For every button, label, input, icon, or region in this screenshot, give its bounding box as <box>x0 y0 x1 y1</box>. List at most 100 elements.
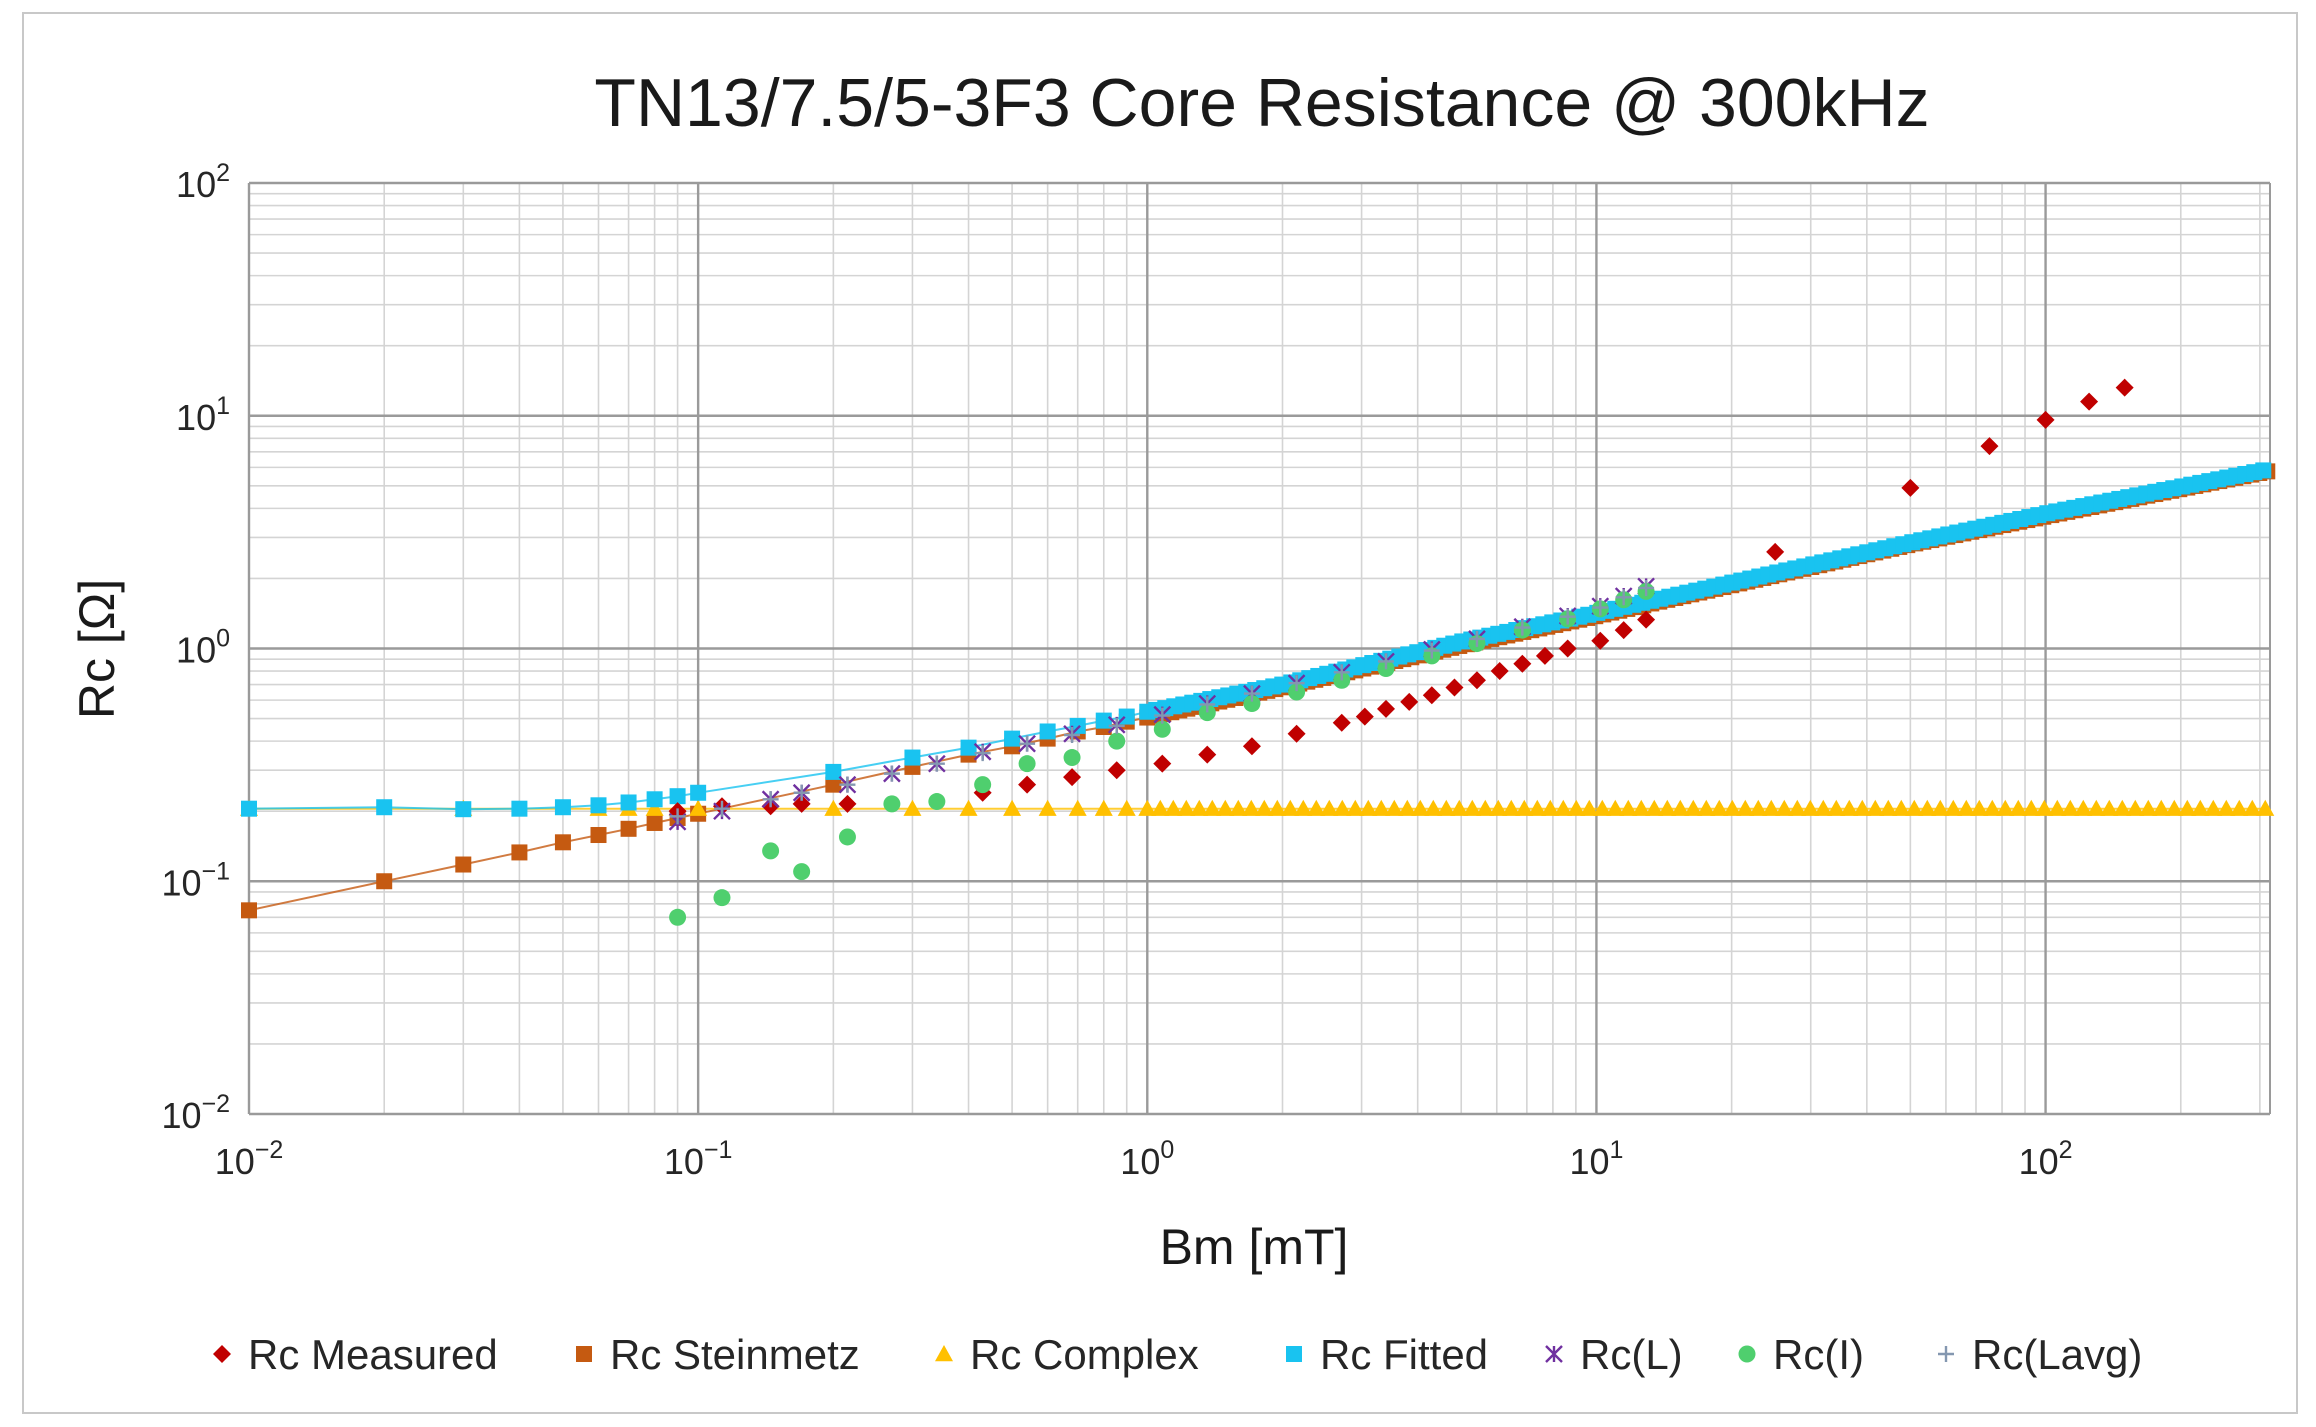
data-point <box>554 834 571 851</box>
data-point <box>1268 799 1287 816</box>
data-point <box>669 788 686 805</box>
data-point <box>1931 799 1950 816</box>
data-point <box>1287 724 1306 743</box>
data-point <box>669 808 686 825</box>
x-tick-label: 10−2 <box>215 1136 284 1182</box>
data-point <box>590 827 607 844</box>
data-point <box>241 800 257 817</box>
x-tick-label: 100 <box>1120 1136 1174 1182</box>
data-point <box>1788 799 1807 816</box>
data-point <box>1775 799 1794 816</box>
data-point <box>1320 799 1339 816</box>
data-point <box>1684 799 1703 816</box>
data-point <box>620 794 637 811</box>
data-point <box>1944 799 1963 816</box>
data-point <box>1840 799 1859 816</box>
legend-label: Rc Complex <box>970 1331 1199 1378</box>
data-point <box>1637 610 1656 629</box>
data-point <box>1108 717 1125 734</box>
chart-title: TN13/7.5/5-3F3 Core Resistance @ 300kHz <box>594 65 1929 141</box>
data-point <box>689 799 708 816</box>
data-point <box>1723 799 1742 816</box>
data-point <box>1490 662 1509 681</box>
legend-item-rc-measured: Rc Measured <box>213 1331 498 1378</box>
data-point <box>1288 683 1306 701</box>
data-point <box>1376 699 1395 718</box>
data-point <box>1411 799 1430 816</box>
data-point <box>455 856 472 873</box>
data-point <box>1333 799 1352 816</box>
data-point <box>1094 799 1113 816</box>
x-tick-label: 101 <box>1569 1136 1623 1182</box>
data-point <box>1489 799 1508 816</box>
data-point <box>645 799 664 816</box>
data-point <box>1243 685 1260 702</box>
data-point <box>1592 599 1609 616</box>
data-point <box>2009 799 2028 816</box>
series-rc-lavg <box>669 579 1655 825</box>
data-point <box>455 801 472 818</box>
data-point <box>838 794 857 813</box>
legend-label: Rc(L) <box>1580 1331 1683 1378</box>
data-point <box>1377 653 1394 670</box>
data-point <box>376 873 393 890</box>
data-point <box>1866 799 1885 816</box>
data-point <box>2204 799 2223 816</box>
data-point <box>1372 799 1391 816</box>
data-point <box>2152 799 2171 816</box>
data-point <box>1423 642 1440 659</box>
y-tick-label: 100 <box>176 625 230 671</box>
x-axis-label: Bm [mT] <box>1160 1219 1349 1275</box>
data-point <box>2022 799 2041 816</box>
data-point <box>1541 799 1560 816</box>
data-point <box>554 799 571 816</box>
data-point <box>713 800 730 817</box>
data-point <box>1801 799 1820 816</box>
data-point <box>824 799 843 816</box>
series-rc-fitted <box>241 462 2272 818</box>
legend-item-rc-l: Rc(L) <box>1545 1331 1683 1378</box>
data-point <box>2048 799 2067 816</box>
legend-label: Rc Measured <box>248 1331 498 1378</box>
data-point <box>1018 755 1036 773</box>
data-point <box>1591 631 1610 650</box>
data-point <box>1558 639 1577 658</box>
legend-item-rc-fitted: Rc Fitted <box>1286 1331 1488 1378</box>
data-point <box>1229 799 1248 816</box>
data-point <box>1528 799 1547 816</box>
data-point <box>1513 654 1532 673</box>
data-point <box>1294 799 1313 816</box>
chart-frame: TN13/7.5/5-3F3 Core Resistance @ 300kHz … <box>22 12 2298 1414</box>
data-point <box>1003 799 1022 816</box>
y-tick-label: 101 <box>176 392 230 438</box>
data-point <box>1164 799 1183 816</box>
data-point <box>2087 799 2106 816</box>
data-point <box>1827 799 1846 816</box>
data-point <box>1177 799 1196 816</box>
data-point <box>646 814 663 831</box>
data-point <box>1307 799 1326 816</box>
data-point <box>2165 799 2184 816</box>
data-point <box>1154 707 1171 724</box>
data-series <box>240 378 2276 926</box>
data-point <box>1242 737 1261 756</box>
data-point <box>1554 799 1573 816</box>
data-point <box>1153 720 1171 738</box>
data-point <box>2113 799 2132 816</box>
data-point <box>1064 726 1081 743</box>
data-point <box>1063 768 1082 787</box>
series-rc-complex <box>240 799 2275 816</box>
legend-marker <box>1738 1345 1756 1363</box>
data-point <box>1463 799 1482 816</box>
data-point <box>1615 589 1632 606</box>
data-point <box>883 795 901 813</box>
data-point <box>2035 799 2054 816</box>
data-point <box>1814 799 1833 816</box>
y-tick-label: 102 <box>176 159 230 205</box>
data-point <box>1567 799 1586 816</box>
data-point <box>1068 799 1087 816</box>
data-point <box>690 784 707 801</box>
series-rc-measured <box>668 378 2134 821</box>
data-point <box>1069 717 1086 734</box>
data-point <box>1515 799 1534 816</box>
